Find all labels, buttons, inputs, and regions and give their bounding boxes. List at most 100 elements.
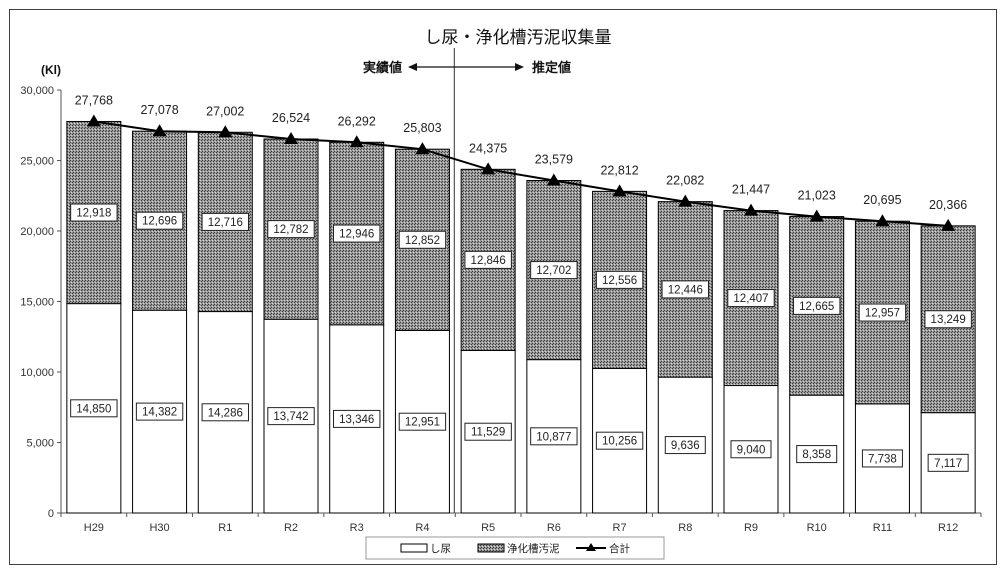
- total-value-label: 20,366: [929, 198, 967, 212]
- y-tick-label: 30,000: [20, 85, 54, 97]
- shinyo-value-label-box: [70, 399, 118, 418]
- shinyo-value-label-box: [267, 407, 315, 426]
- total-value-label: 22,812: [600, 163, 638, 177]
- johkaso-value-label: 12,782: [273, 224, 308, 236]
- shinyo-value-label: 14,382: [142, 407, 177, 419]
- x-tick-label: R10: [807, 522, 827, 534]
- x-tick-label: R6: [547, 522, 561, 534]
- total-marker: [481, 162, 496, 175]
- x-tick-label: R11: [873, 522, 892, 534]
- legend-marker-total: [586, 543, 596, 551]
- y-tick-label: 0: [48, 508, 54, 520]
- legend-label-total: 合計: [609, 542, 630, 555]
- johkaso-value-label-box: [858, 303, 907, 322]
- johkaso-value-label: 12,946: [339, 229, 374, 241]
- chart-frame: し尿・浄化槽汚泥収集量 (Kl) 実績値 推定値 0 5,000 10,000 15,…: [9, 9, 997, 565]
- shinyo-value-label-box: [796, 445, 838, 464]
- total-value-label: 21,447: [732, 183, 770, 197]
- shinyo-value-label-box: [664, 436, 706, 455]
- plot-area: 0 5,000 10,000 15,000 20,000 25,000 30,000 H29 H…: [20, 48, 982, 534]
- johkaso-value-label-box: [595, 270, 644, 289]
- johkaso-value-label-box: [530, 261, 578, 280]
- total-marker: [678, 194, 693, 207]
- shinyo-value-label: 9,040: [737, 444, 766, 456]
- johkaso-value-label-box: [793, 296, 841, 315]
- x-tick-label: R1: [218, 522, 232, 534]
- total-marker: [152, 124, 167, 137]
- johkaso-value-label-box: [727, 289, 775, 308]
- x-tick-label: R3: [350, 522, 364, 534]
- johkaso-value-label-box: [201, 212, 249, 231]
- y-tick-label: 20,000: [20, 226, 54, 238]
- johkaso-value-label: 13,249: [931, 314, 966, 326]
- x-tick-label: H30: [149, 522, 169, 534]
- shinyo-value-label: 7,117: [934, 458, 962, 470]
- shinyo-value-label-box: [333, 409, 381, 428]
- y-tick-label: 25,000: [20, 156, 54, 168]
- johkaso-value-label: 12,446: [668, 284, 703, 296]
- johkaso-value-label-box: [333, 224, 381, 243]
- johkaso-value-label: 12,957: [865, 308, 900, 320]
- johkaso-value-label: 12,556: [602, 275, 637, 287]
- johkaso-value-label: 12,702: [536, 265, 571, 277]
- total-marker: [875, 214, 890, 227]
- x-tick-label: R9: [744, 522, 758, 534]
- total-marker: [415, 142, 430, 155]
- legend-swatch-johkaso: [477, 543, 505, 553]
- total-marker: [546, 173, 561, 186]
- legend: し尿 浄化槽汚泥 合計: [365, 536, 665, 560]
- arrow-left-icon: [408, 63, 417, 71]
- legend-label-johkaso: 浄化槽汚泥: [507, 542, 560, 555]
- johkaso-value-label: 12,696: [142, 216, 177, 228]
- total-value-label: 24,375: [469, 141, 507, 155]
- shinyo-value-label-box: [530, 427, 578, 446]
- y-tick-label: 5,000: [26, 438, 54, 450]
- total-value-label: 21,023: [798, 189, 836, 203]
- total-marker: [941, 218, 956, 231]
- johkaso-value-label: 12,918: [76, 208, 111, 220]
- total-marker: [86, 114, 101, 127]
- shinyo-value-label: 13,742: [273, 411, 308, 423]
- shinyo-value-label: 8,358: [802, 449, 831, 461]
- x-tick-label: H29: [84, 522, 104, 534]
- total-value-label: 27,768: [75, 93, 113, 107]
- johkaso-value-label: 12,407: [733, 293, 768, 305]
- total-marker: [744, 203, 758, 216]
- y-tick-label: 10,000: [20, 367, 54, 379]
- legend-swatch-shinyo: [400, 543, 428, 553]
- shinyo-value-label: 7,738: [868, 453, 897, 465]
- shinyo-value-label: 9,636: [671, 440, 700, 452]
- annotation-actual: 実績値: [363, 60, 402, 76]
- total-marker: [218, 125, 233, 138]
- total-value-label: 23,579: [535, 153, 573, 167]
- x-tick-label: R5: [481, 522, 495, 534]
- total-value-label: 27,002: [206, 104, 244, 118]
- y-tick-label: 15,000: [20, 297, 54, 309]
- total-value-label: 20,695: [863, 193, 901, 207]
- johkaso-value-label-box: [924, 310, 972, 329]
- johkaso-value-label: 12,716: [208, 217, 243, 229]
- total-marker: [284, 132, 298, 145]
- total-value-label: 25,803: [403, 121, 441, 135]
- johkaso-value-label-box: [70, 203, 118, 222]
- shinyo-value-label-box: [861, 449, 903, 468]
- shinyo-value-label-box: [398, 412, 447, 431]
- shinyo-value-label-box: [201, 403, 249, 422]
- arrow-right-icon: [515, 63, 524, 71]
- total-marker: [612, 184, 627, 197]
- shinyo-value-label-box: [135, 402, 184, 421]
- total-value-label: 27,078: [140, 103, 178, 117]
- shinyo-value-label-box: [927, 453, 969, 472]
- total-line: [93, 120, 949, 227]
- legend-frame: [365, 536, 665, 560]
- shinyo-value-label: 10,256: [602, 436, 637, 448]
- total-value-label: 26,292: [338, 114, 376, 128]
- x-tick-label: R7: [613, 522, 627, 534]
- chart-title: し尿・浄化槽汚泥収集量: [425, 28, 612, 48]
- shinyo-value-label: 10,877: [536, 431, 571, 443]
- x-tick-label: R4: [415, 522, 429, 534]
- annotation-forecast: 推定値: [532, 60, 571, 76]
- johkaso-value-label: 12,665: [799, 301, 834, 313]
- y-axis-unit: (Kl): [41, 63, 61, 77]
- shinyo-value-label-box: [464, 422, 512, 441]
